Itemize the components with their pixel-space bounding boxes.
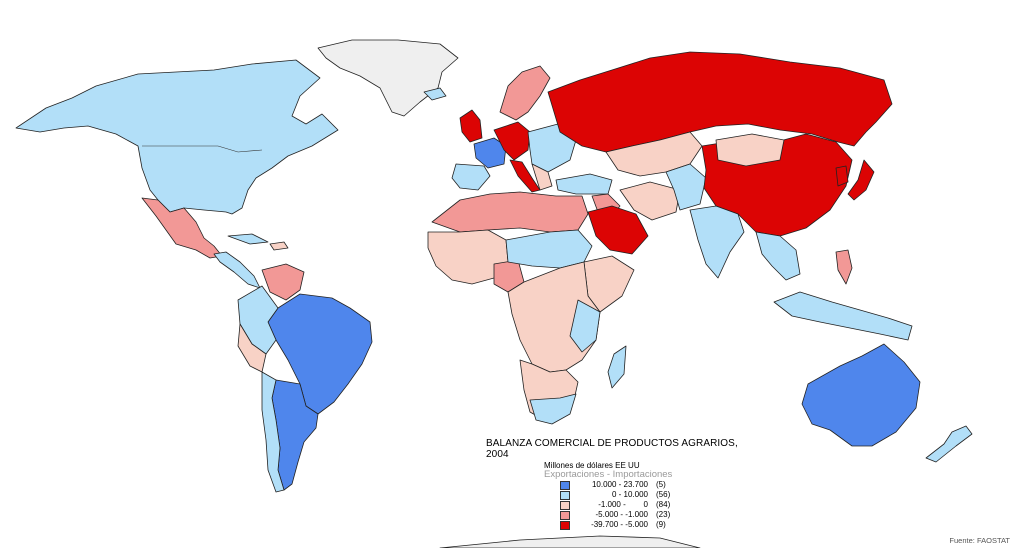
legend-rows: 10.000 - 23.700 (5) 0 - 10.000 (56) -1.000 -… xyxy=(486,480,746,530)
region-australia xyxy=(801,343,921,447)
region-greenland xyxy=(317,39,459,117)
legend-swatch xyxy=(560,521,570,530)
legend: BALANZA COMERCIAL DE PRODUCTOS AGRARIOS,… xyxy=(486,438,746,530)
region-iceland xyxy=(423,87,447,101)
source-credit: Fuente: FAOSTAT xyxy=(949,536,1010,545)
region-antarctica xyxy=(439,535,701,548)
legend-row: 10.000 - 23.700 (5) xyxy=(560,480,746,490)
region-mexico xyxy=(141,197,223,259)
region-cuba xyxy=(227,233,269,245)
legend-row: 0 - 10.000 (56) xyxy=(560,490,746,500)
region-central-asia xyxy=(605,131,703,177)
legend-swatch xyxy=(560,501,570,510)
region-central-europe xyxy=(493,121,531,161)
region-korea xyxy=(835,165,849,187)
legend-row: -5.000 - -1.000 (23) xyxy=(560,510,746,520)
legend-count: (5) xyxy=(656,480,666,489)
map-subtitle: Millones de dólares EE UU xyxy=(544,461,640,470)
region-uk xyxy=(459,109,483,143)
legend-count: (56) xyxy=(656,490,671,499)
legend-swatch xyxy=(560,491,570,500)
region-indonesia xyxy=(773,291,913,341)
region-iberia xyxy=(451,163,491,191)
region-venezuela xyxy=(261,263,305,301)
border-canada-usa xyxy=(142,145,263,153)
region-japan xyxy=(847,159,875,201)
region-madagascar xyxy=(607,345,627,389)
legend-swatch xyxy=(560,481,570,490)
region-iran xyxy=(619,181,681,221)
region-russia xyxy=(547,51,893,153)
map-note: Exportaciones - Importaciones xyxy=(544,469,673,480)
region-sahel xyxy=(505,229,593,269)
region-chile xyxy=(261,371,285,493)
region-north-africa xyxy=(431,191,589,233)
legend-range: 0 - 10.000 xyxy=(611,490,648,499)
map-title: BALANZA COMERCIAL DE PRODUCTOS AGRARIOS,… xyxy=(486,438,738,460)
region-saudi-arabia xyxy=(587,205,649,255)
region-central-america xyxy=(213,251,261,289)
region-turkey xyxy=(555,173,613,195)
region-france xyxy=(473,137,507,169)
region-new-zealand xyxy=(925,425,973,463)
region-afghanistan-pakistan xyxy=(665,163,707,211)
region-brazil xyxy=(267,293,373,415)
region-philippines xyxy=(835,249,853,285)
region-southeast-asia xyxy=(755,231,801,281)
legend-count: (84) xyxy=(656,500,671,509)
legend-range: -39.700 - -5.000 xyxy=(591,520,648,529)
region-north-america xyxy=(15,59,339,215)
legend-swatch xyxy=(560,511,570,520)
legend-range: -5.000 - -1.000 xyxy=(595,510,648,519)
legend-row: -1.000 - 0 (84) xyxy=(560,500,746,510)
legend-count: (9) xyxy=(656,520,666,529)
region-mongolia xyxy=(715,133,785,167)
region-hispaniola xyxy=(269,241,289,251)
legend-range: -1.000 - 0 xyxy=(598,500,648,509)
legend-count: (23) xyxy=(656,510,671,519)
region-india xyxy=(689,205,745,279)
region-balkans xyxy=(531,163,553,191)
legend-row: -39.700 - -5.000 (9) xyxy=(560,520,746,530)
region-kenya-tanzania xyxy=(569,299,601,353)
legend-range: 10.000 - 23.700 xyxy=(591,480,648,489)
region-south-africa xyxy=(529,393,577,425)
region-scandinavia xyxy=(499,65,551,121)
